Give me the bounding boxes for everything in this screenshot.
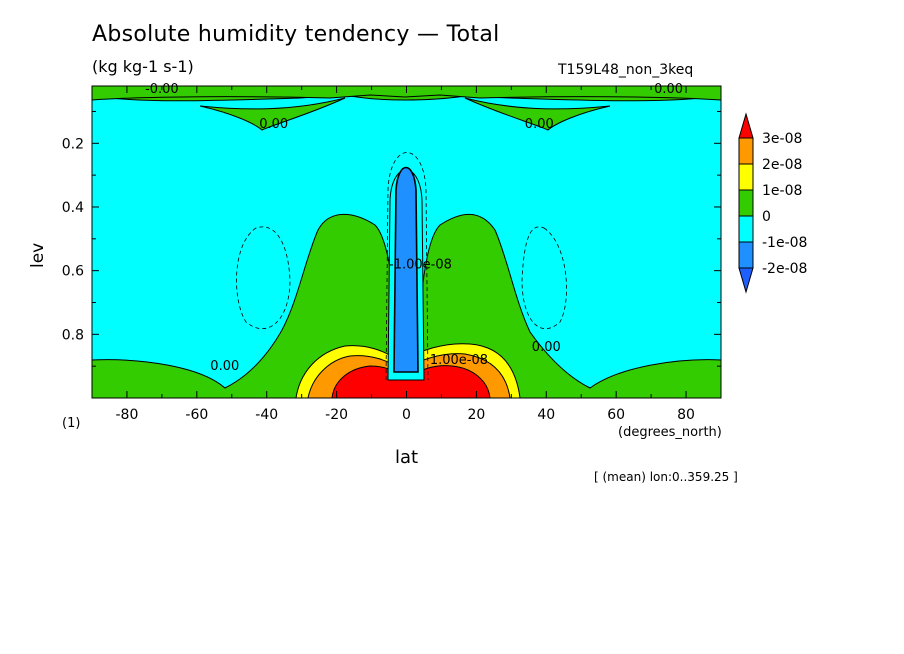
colorbar-swatch xyxy=(738,215,754,243)
colorbar-extend-max xyxy=(738,112,754,139)
colorbar-extend-min xyxy=(738,267,754,294)
contour-label: 1.00e-08 xyxy=(430,353,488,368)
contour-label: -0.00 xyxy=(145,82,179,97)
y-tick-label: 0.2 xyxy=(62,136,84,152)
colorbar-label: 0 xyxy=(762,209,771,225)
x-tick-label: 60 xyxy=(607,407,625,423)
axes: -80 -60 -40 -20 0 20 40 60 80 0.2 0.4 0.6 0.8 xyxy=(62,86,722,423)
chart-title: Absolute humidity tendency — Total xyxy=(92,22,500,47)
run-id-label: T159L48_non_3keq xyxy=(558,62,694,78)
x-axis-units: (degrees_north) xyxy=(618,425,722,440)
x-tick-label: -40 xyxy=(255,407,278,423)
contour-label: 0.00 xyxy=(259,117,288,132)
contour-labels: -0.00 0.00 0.00 0.00 0.00 0.00 -1.00e-08 1.00e-… xyxy=(145,82,683,374)
colorbar-label: 2e-08 xyxy=(762,157,802,173)
colorbar-label: -1e-08 xyxy=(762,235,807,251)
colorbar-label: -2e-08 xyxy=(762,261,807,277)
colorbar-label: 3e-08 xyxy=(762,131,802,147)
contour-label: 0.00 xyxy=(654,82,683,97)
x-tick-label: 0 xyxy=(402,407,411,423)
x-tick-label: -20 xyxy=(325,407,348,423)
colorbar: 3e-08 2e-08 1e-08 0 -1e-08 -2e-08 xyxy=(738,112,807,294)
units-label: (kg kg-1 s-1) xyxy=(92,57,194,76)
colorbar-swatch xyxy=(738,189,754,217)
colorbar-swatch xyxy=(738,241,754,269)
x-tick-label: -60 xyxy=(185,407,208,423)
contour-label: 0.00 xyxy=(210,359,239,374)
contour-label: 0.00 xyxy=(532,340,561,355)
x-tick-label: 40 xyxy=(537,407,555,423)
contour-label: 0.00 xyxy=(525,117,554,132)
colorbar-label: 1e-08 xyxy=(762,183,802,199)
dashed-contour-column xyxy=(385,152,429,381)
x-tick-label: 80 xyxy=(677,407,695,423)
y-tick-label: 0.4 xyxy=(62,200,84,216)
contour-fields xyxy=(92,86,721,398)
x-axis-label: lat xyxy=(395,447,419,468)
field-negative-column-core xyxy=(393,166,419,373)
field-right-tongue xyxy=(464,97,611,131)
mean-note: [ (mean) lon:0..359.25 ] xyxy=(594,470,738,484)
level-note: (1) xyxy=(62,416,81,431)
dashed-contour-left xyxy=(236,226,291,329)
dashed-contour-right xyxy=(521,226,567,329)
contour-label: -1.00e-08 xyxy=(389,257,452,272)
x-tick-label: 20 xyxy=(467,407,485,423)
y-tick-label: 0.6 xyxy=(62,264,84,280)
x-tick-label: -80 xyxy=(116,407,139,423)
colorbar-swatch xyxy=(738,137,754,165)
colorbar-swatch xyxy=(738,163,754,191)
field-left-tongue xyxy=(199,97,346,131)
y-tick-label: 0.8 xyxy=(62,327,84,343)
